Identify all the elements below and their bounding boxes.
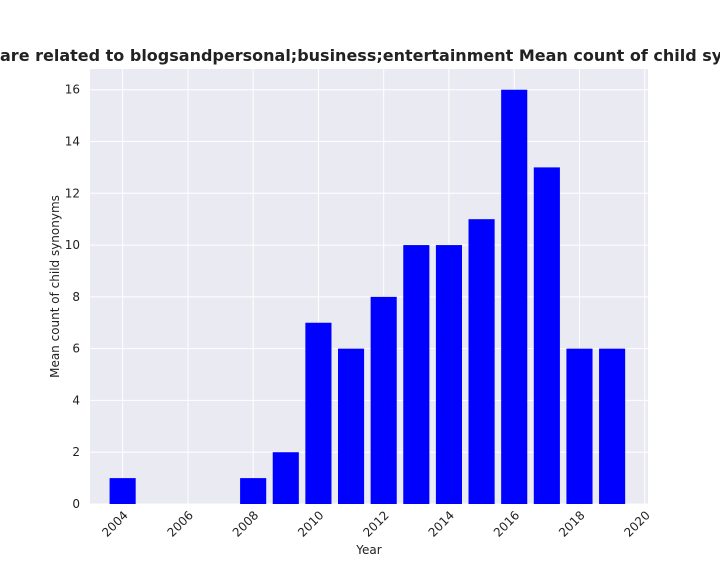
bar: [109, 478, 136, 504]
bar: [435, 245, 462, 505]
x-axis-ticks: 2004 2006 2008 2010 2012 2014 2016 2018 2020: [99, 508, 653, 539]
chart-title: are related to blogsandpersonal;business…: [0, 46, 720, 65]
x-tick-label: 2010: [295, 508, 326, 539]
bar: [272, 452, 299, 504]
y-tick-label: 14: [65, 135, 80, 149]
bar: [338, 348, 365, 504]
bar: [468, 219, 495, 504]
bar: [305, 322, 332, 504]
bar: [403, 245, 430, 505]
x-tick-label: 2012: [360, 508, 391, 539]
x-tick-label: 2018: [556, 508, 587, 539]
y-axis-label: Mean count of child synonyms: [48, 195, 62, 378]
y-tick-label: 6: [72, 342, 80, 356]
y-tick-label: 12: [65, 186, 80, 200]
x-tick-label: 2006: [165, 508, 196, 539]
bar: [533, 167, 560, 504]
y-tick-label: 10: [65, 238, 80, 252]
y-tick-label: 16: [65, 83, 80, 97]
x-tick-label: 2008: [230, 508, 261, 539]
x-tick-label: 2014: [426, 508, 457, 539]
bar: [370, 296, 397, 504]
bar: [240, 478, 267, 504]
y-tick-label: 8: [72, 290, 80, 304]
bar: [501, 89, 528, 504]
bar: [599, 348, 626, 504]
x-tick-label: 2004: [99, 508, 130, 539]
bar: [566, 348, 593, 504]
y-tick-label: 2: [72, 445, 80, 459]
plot-area: [90, 69, 648, 504]
y-tick-label: 0: [72, 497, 80, 511]
x-tick-label: 2020: [621, 508, 652, 539]
bars: [109, 89, 626, 505]
y-tick-label: 4: [72, 393, 80, 407]
x-axis-label: Year: [355, 543, 381, 557]
x-tick-label: 2016: [491, 508, 522, 539]
y-axis-ticks: 0 2 4 6 8 10 12 14 16: [65, 83, 80, 511]
